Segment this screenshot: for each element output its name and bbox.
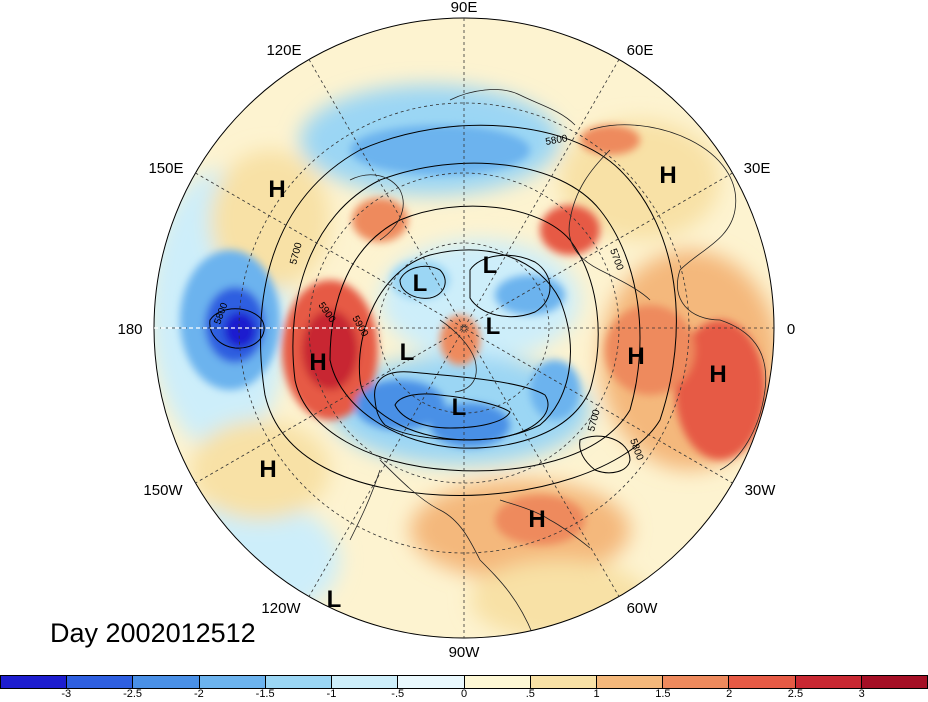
lon-label-60w: 60W <box>627 600 659 617</box>
colorbar-tick-label: -2 <box>193 688 204 700</box>
coastlines <box>349 89 767 638</box>
colorbar-tick-label: .5 <box>525 688 535 700</box>
lon-label-30w: 30W <box>745 482 777 499</box>
colorbar-tick-label: -.5 <box>391 688 405 700</box>
low-pressure-marker: L <box>452 394 467 421</box>
lon-label-0: 0 <box>787 321 795 338</box>
lon-label-90w: 90W <box>449 644 481 661</box>
lon-label-90e: 90E <box>451 0 478 16</box>
colorbar-tick-label: -3 <box>61 688 72 700</box>
colorbar-segment <box>133 676 200 688</box>
colorbar-tick-label: -1 <box>326 688 337 700</box>
colorbar-segment <box>265 676 333 688</box>
low-pressure-marker: L <box>327 586 342 613</box>
colorbar-segment <box>398 676 465 688</box>
polar-map: 90E 60E 30E 0 30W 60W 90W 120W 150W 180 … <box>117 0 795 661</box>
low-pressure-marker: L <box>413 270 428 297</box>
colorbar <box>0 675 928 689</box>
pressure-systems: H H H H H H H L L L L L L <box>259 162 726 613</box>
low-pressure-marker: L <box>400 339 415 366</box>
lon-label-150e: 150E <box>148 160 183 177</box>
colorbar-segment <box>596 676 664 688</box>
lon-label-180: 180 <box>117 321 142 338</box>
colorbar-tick-label: -1.5 <box>255 688 275 700</box>
colorbar-segment <box>332 676 399 688</box>
high-pressure-marker: H <box>709 361 726 388</box>
lon-label-30e: 30E <box>744 160 771 177</box>
colorbar-tick-label: 1 <box>593 688 600 700</box>
colorbar-segment <box>530 676 597 688</box>
high-pressure-marker: H <box>259 456 276 483</box>
colorbar-segment <box>464 676 531 688</box>
high-pressure-marker: H <box>268 176 285 203</box>
colorbar-tick-label: 2.5 <box>787 688 804 700</box>
lon-label-120e: 120E <box>266 42 301 59</box>
longitude-labels: 90E 60E 30E 0 30W 60W 90W 120W 150W 180 … <box>117 0 795 661</box>
high-pressure-marker: H <box>627 343 644 370</box>
colorbar-segment <box>663 676 730 688</box>
lon-label-60e: 60E <box>627 42 654 59</box>
high-pressure-marker: H <box>528 506 545 533</box>
low-pressure-marker: L <box>486 313 501 340</box>
lon-label-150w: 150W <box>143 482 183 499</box>
high-pressure-marker: H <box>659 162 676 189</box>
contour-label: 5800 <box>545 133 569 148</box>
colorbar-segment <box>795 676 862 688</box>
colorbar-segment <box>67 676 134 688</box>
colorbar-tick-label: -2.5 <box>123 688 143 700</box>
high-pressure-marker: H <box>309 349 326 376</box>
colorbar-segment <box>861 676 928 688</box>
colorbar-segment <box>1 676 68 688</box>
colorbar-tick-label: 2 <box>726 688 733 700</box>
colorbar-segment <box>199 676 266 688</box>
date-label: Day 2002012512 <box>50 618 256 648</box>
colorbar-segment <box>729 676 796 688</box>
low-pressure-marker: L <box>483 252 498 279</box>
colorbar-tick-label: 3 <box>858 688 865 700</box>
lon-label-120w: 120W <box>261 600 301 617</box>
colorbar-tick-label: 1.5 <box>655 688 671 700</box>
colorbar-tick-label: 0 <box>460 688 468 700</box>
